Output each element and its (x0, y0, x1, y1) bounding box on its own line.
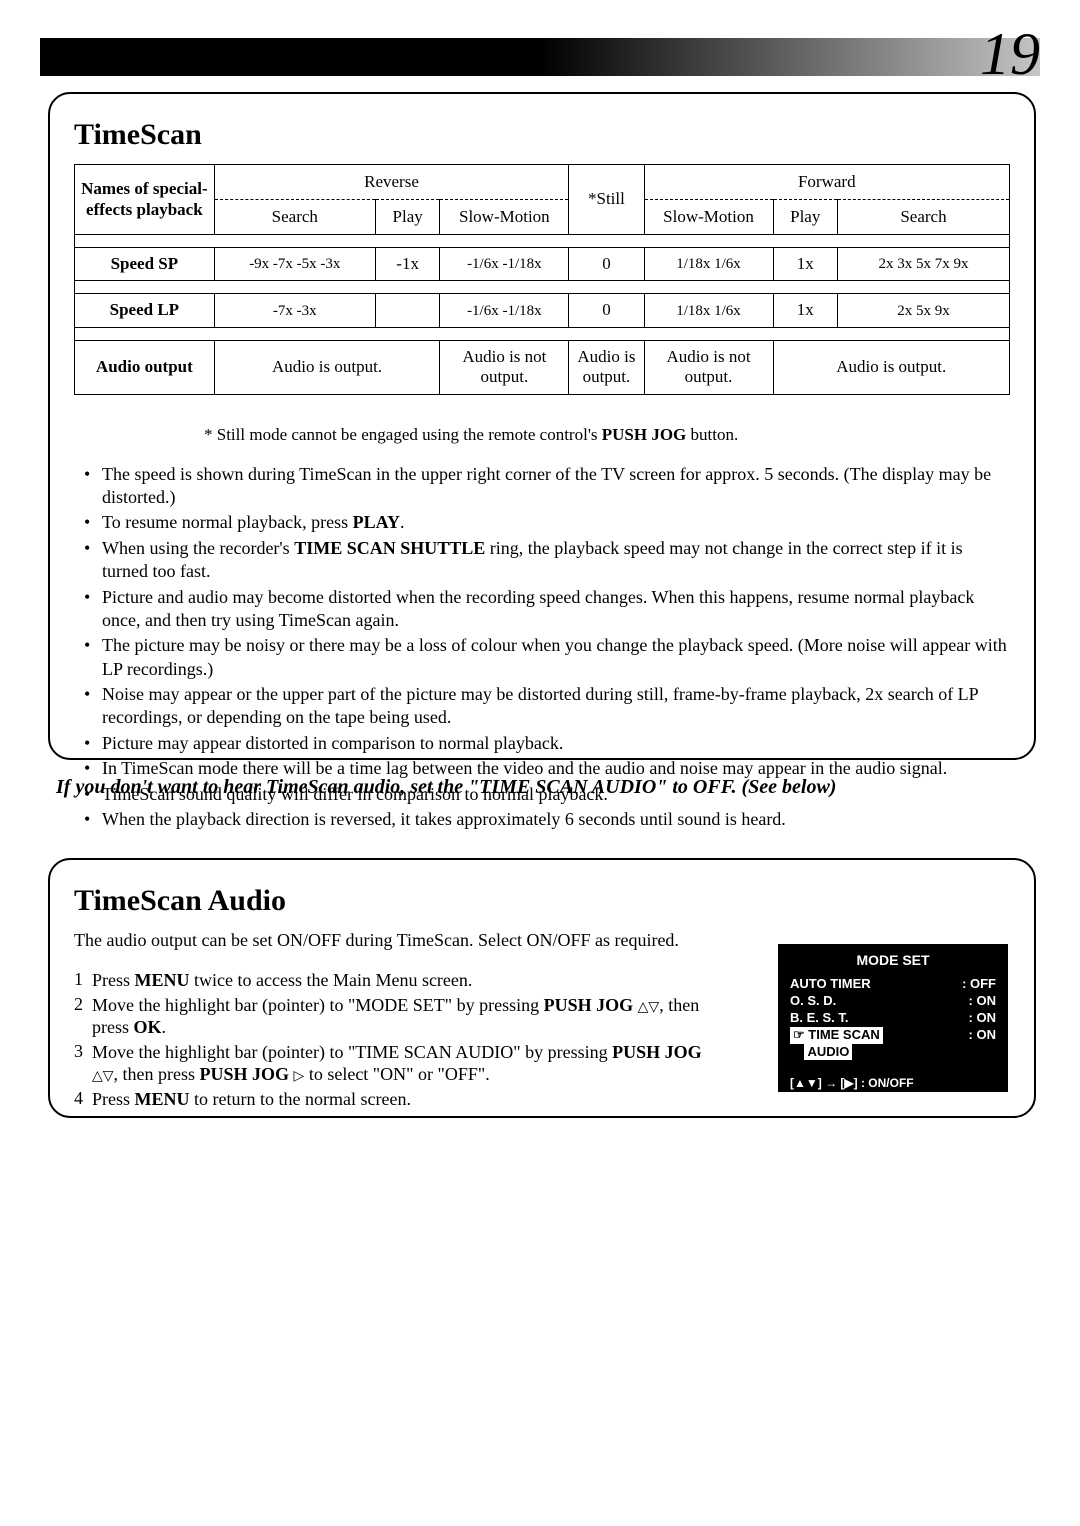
sp-still: 0 (569, 248, 644, 281)
osd-row: AUDIO (790, 1044, 996, 1061)
lp-play-l (375, 294, 439, 327)
lp-slow-r: 1/18x 1/6x (644, 294, 773, 327)
row-label: Speed LP (75, 294, 215, 327)
audio-4: Audio is not output. (644, 340, 773, 394)
sub-search-r: Search (837, 200, 1009, 235)
note-item: When using the recorder's TIME SCAN SHUT… (84, 537, 1010, 584)
sp-slow-r: 1/18x 1/6x (644, 248, 773, 281)
sp-play-r: 1x (773, 248, 837, 281)
step-item: 2Move the highlight bar (pointer) to "MO… (74, 994, 704, 1039)
row-label: Speed SP (75, 248, 215, 281)
osd-row: AUTO TIMER: OFF (790, 976, 996, 993)
note-item: Picture and audio may become distorted w… (84, 586, 1010, 633)
note-item: To resume normal playback, press PLAY. (84, 511, 1010, 534)
osd-hint: [▲▼] → [▶] : ON/OFF [MENU] : EXIT (790, 1076, 996, 1107)
header-gradient-bar (40, 38, 1040, 76)
sp-slow-l: -1/6x -1/18x (440, 248, 569, 281)
section-title: TimeScan (74, 118, 1010, 152)
mid-note: If you don't want to hear TimeScan audio… (56, 776, 1036, 799)
note-item: When the playback direction is reversed,… (84, 808, 1010, 831)
lp-search-r: 2x 5x 9x (837, 294, 1009, 327)
star-note: * Still mode cannot be engaged using the… (204, 425, 1010, 445)
header-reverse: Reverse (214, 165, 569, 200)
audio-5: Audio is output. (773, 340, 1010, 394)
steps-list: 1Press MENU twice to access the Main Men… (74, 969, 704, 1110)
note-item: Noise may appear or the upper part of th… (84, 683, 1010, 730)
osd-title: MODE SET (790, 952, 996, 968)
row-label: Names of special-effects playback (81, 179, 208, 218)
header-forward: Forward (644, 165, 1009, 200)
sub-play-l: Play (375, 200, 439, 235)
audio-1: Audio is output. (214, 340, 440, 394)
osd-row: O. S. D.: ON (790, 993, 996, 1010)
sub-slow-r: Slow-Motion (644, 200, 773, 235)
sub-play-r: Play (773, 200, 837, 235)
osd-screen: MODE SET AUTO TIMER: OFFO. S. D.: ONB. E… (778, 944, 1008, 1092)
section-title: TimeScan Audio (74, 884, 1010, 918)
page-number: 19 (980, 20, 1040, 89)
sp-search-l: -9x -7x -5x -3x (214, 248, 375, 281)
note-item: Picture may appear distorted in comparis… (84, 732, 1010, 755)
timescan-audio-panel: TimeScan Audio The audio output can be s… (48, 858, 1036, 1118)
lp-slow-l: -1/6x -1/18x (440, 294, 569, 327)
row-label: Audio output (75, 340, 215, 394)
step-item: 1Press MENU twice to access the Main Men… (74, 969, 704, 992)
step-item: 3Move the highlight bar (pointer) to "TI… (74, 1041, 704, 1086)
lp-play-r: 1x (773, 294, 837, 327)
timescan-panel: TimeScan Names of special-effects playba… (48, 92, 1036, 760)
lp-search-l: -7x -3x (214, 294, 375, 327)
note-item: The picture may be noisy or there may be… (84, 634, 1010, 681)
osd-row: B. E. S. T.: ON (790, 1010, 996, 1027)
note-item: The speed is shown during TimeScan in th… (84, 463, 1010, 510)
audio-2: Audio is not output. (440, 340, 569, 394)
speed-table: Names of special-effects playback Revers… (74, 164, 1010, 395)
sp-search-r: 2x 3x 5x 7x 9x (837, 248, 1009, 281)
sp-play-l: -1x (375, 248, 439, 281)
header-still: *Still (569, 165, 644, 235)
lp-still: 0 (569, 294, 644, 327)
sub-slow-l: Slow-Motion (440, 200, 569, 235)
audio-3: Audio is output. (569, 340, 644, 394)
osd-row: ☞ TIME SCAN: ON (790, 1027, 996, 1044)
sub-search-l: Search (214, 200, 375, 235)
step-item: 4Press MENU to return to the normal scre… (74, 1088, 704, 1111)
